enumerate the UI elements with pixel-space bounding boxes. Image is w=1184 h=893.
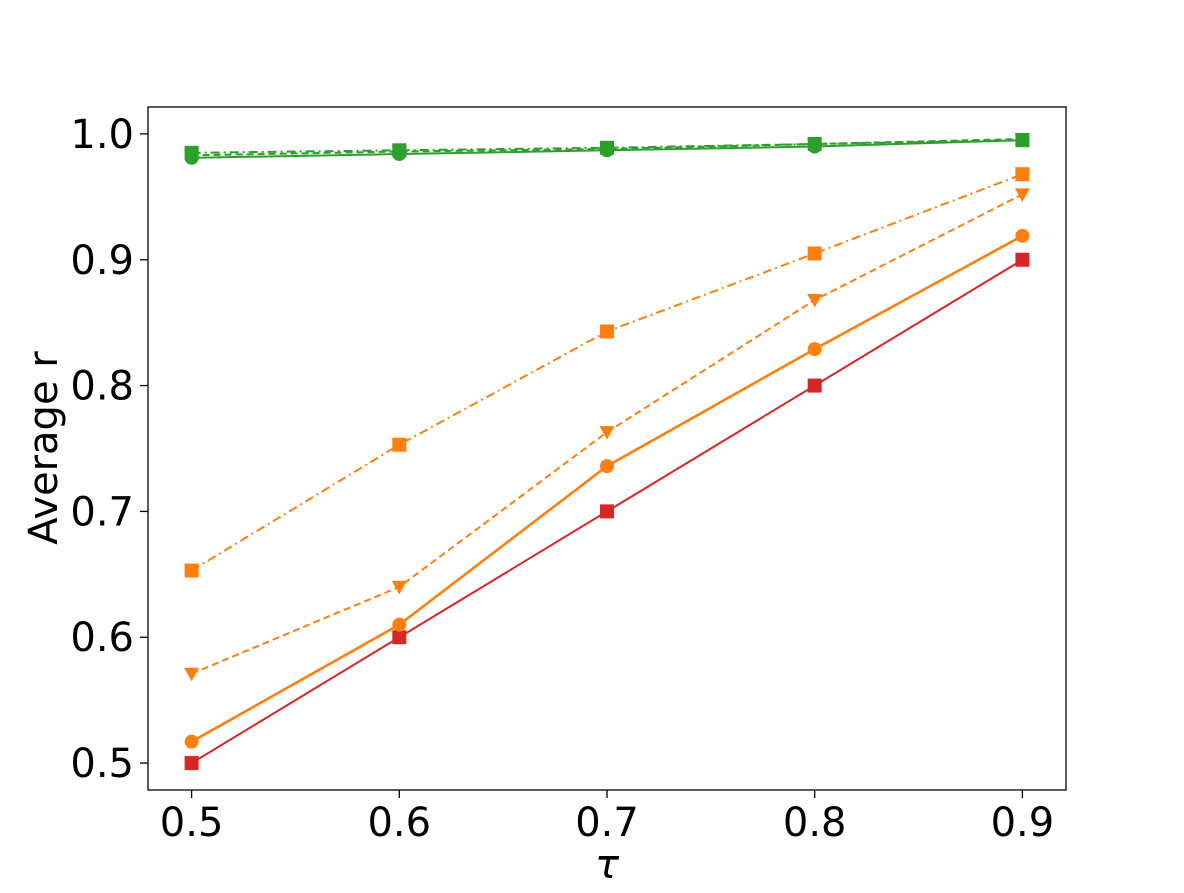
series-1 <box>184 252 1030 771</box>
data-point-square <box>1015 133 1030 148</box>
data-point-square <box>807 246 822 261</box>
y-axis: 0.5 0.6 0.7 0.8 0.9 1.0 <box>70 112 148 787</box>
series-line <box>191 139 1023 154</box>
series-layer <box>184 132 1030 771</box>
data-point-triangle <box>184 667 200 682</box>
y-tick-label: 0.9 <box>70 238 134 284</box>
y-tick-label: 1.0 <box>70 112 134 158</box>
data-point-square <box>184 563 199 578</box>
data-point-square <box>600 504 614 519</box>
series-3 <box>184 188 1030 682</box>
data-point-square <box>184 756 199 771</box>
data-point-circle <box>184 734 199 749</box>
y-tick-label: 0.7 <box>70 489 134 535</box>
data-point-square <box>600 324 614 339</box>
series-line <box>191 137 1023 157</box>
data-point-triangle <box>599 426 615 440</box>
data-point-triangle <box>391 580 407 595</box>
data-point-square <box>1015 252 1030 267</box>
data-point-circle <box>392 617 407 632</box>
x-tick-label: 0.5 <box>160 800 224 846</box>
data-point-circle <box>807 342 822 357</box>
x-tick-label: 0.6 <box>367 800 431 846</box>
y-tick-label: 0.5 <box>70 741 134 787</box>
x-axis: 0.5 0.6 0.7 0.8 0.9 <box>160 790 1054 846</box>
series-2 <box>184 228 1030 749</box>
data-point-triangle <box>807 294 823 308</box>
series-line <box>190 234 1024 743</box>
y-tick-label: 0.6 <box>70 615 134 661</box>
x-axis-label: τ <box>595 842 620 888</box>
data-point-circle <box>1015 228 1030 243</box>
series-4 <box>184 167 1030 578</box>
data-point-square <box>600 140 614 155</box>
x-tick-label: 0.9 <box>991 800 1055 846</box>
data-point-square <box>392 630 407 645</box>
series-7 <box>184 133 1030 160</box>
data-point-square <box>807 378 822 393</box>
data-point-square <box>1015 167 1030 182</box>
y-tick-label: 0.8 <box>70 364 134 410</box>
data-point-circle <box>600 459 614 474</box>
data-point-square <box>392 143 407 158</box>
data-point-triangle <box>1014 188 1030 202</box>
data-point-square <box>392 437 407 452</box>
x-tick-label: 0.7 <box>575 800 639 846</box>
x-tick-label: 0.8 <box>783 800 847 846</box>
data-point-square <box>184 145 199 160</box>
data-point-square <box>807 136 822 151</box>
y-axis-label: Average r <box>21 351 67 545</box>
